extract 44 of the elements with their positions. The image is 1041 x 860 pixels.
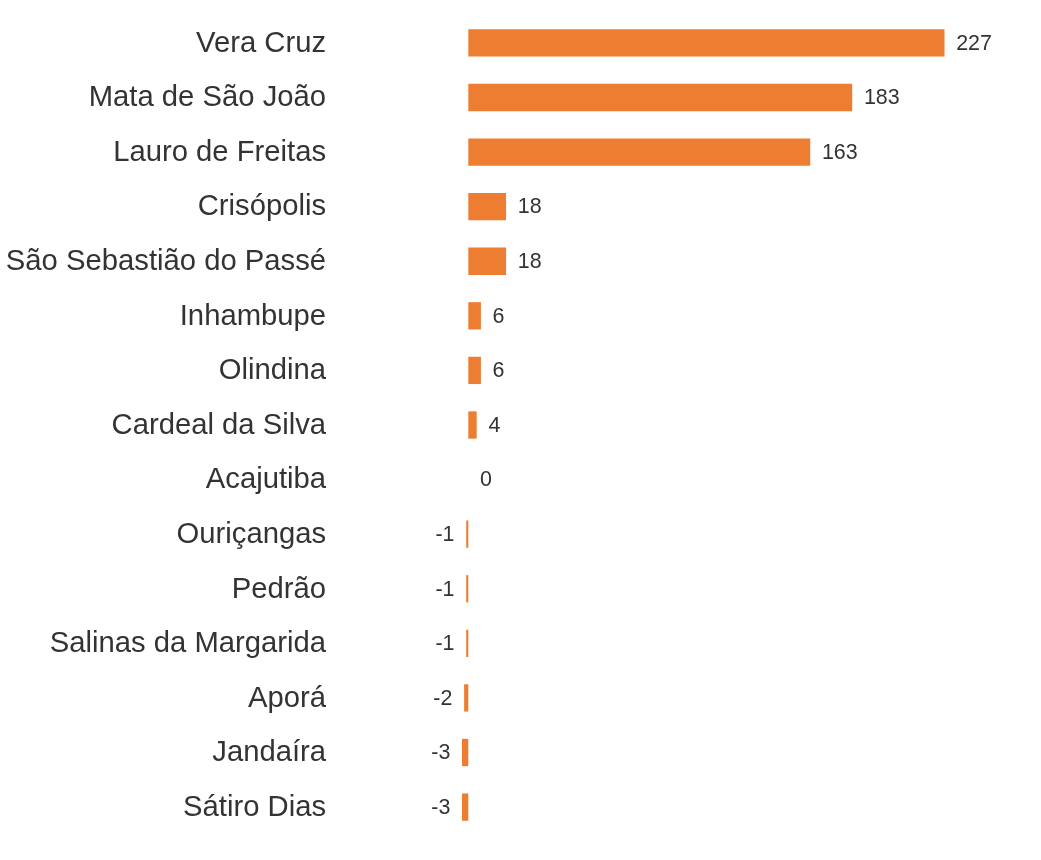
bar: [468, 247, 507, 275]
y-tick-label: Aporá: [248, 680, 327, 713]
y-tick-label: Inhambupe: [179, 298, 327, 331]
y-tick-label: Vera Cruz: [196, 25, 327, 58]
y-tick-label: Ouriçangas: [176, 516, 327, 549]
bar: [462, 793, 469, 821]
data-label: -3: [431, 794, 451, 819]
bar: [464, 684, 469, 712]
bar: [468, 302, 481, 330]
data-label: -1: [435, 576, 455, 601]
y-tick-label: São Sebastião do Passé: [5, 244, 327, 277]
bar: [466, 520, 469, 548]
data-label: -3: [431, 740, 451, 765]
y-tick-label: Salinas da Margarida: [49, 626, 327, 659]
y-tick-label: Sátiro Dias: [183, 789, 327, 822]
data-label: -1: [435, 631, 455, 656]
bar: [468, 193, 507, 221]
data-label: 227: [956, 30, 992, 55]
data-label: -2: [433, 685, 453, 710]
bar: [468, 356, 481, 385]
y-tick-label: Jandaíra: [212, 735, 327, 768]
y-tick-label: Cardeal da Silva: [111, 407, 327, 440]
bar: [468, 411, 477, 439]
bar: [468, 83, 853, 112]
data-label: -1: [435, 521, 455, 546]
bar: [468, 29, 945, 57]
data-label: 6: [492, 358, 505, 383]
data-label: 183: [863, 85, 900, 110]
y-tick-label: Lauro de Freitas: [113, 134, 327, 167]
bar: [466, 575, 469, 603]
data-label: 0: [480, 467, 493, 492]
data-label: 4: [488, 412, 501, 437]
bar: [468, 138, 811, 166]
y-tick-label: Mata de São João: [88, 80, 327, 113]
y-tick-label: Olindina: [218, 353, 327, 386]
y-tick-label: Acajutiba: [205, 462, 327, 495]
data-label: 18: [517, 249, 542, 274]
data-label: 18: [517, 194, 542, 219]
data-label: 6: [492, 303, 505, 328]
bar: [466, 629, 469, 657]
data-label: 163: [821, 139, 858, 164]
y-tick-label: Pedrão: [231, 571, 327, 604]
bar: [462, 738, 469, 767]
y-tick-label: Crisópolis: [197, 189, 327, 222]
